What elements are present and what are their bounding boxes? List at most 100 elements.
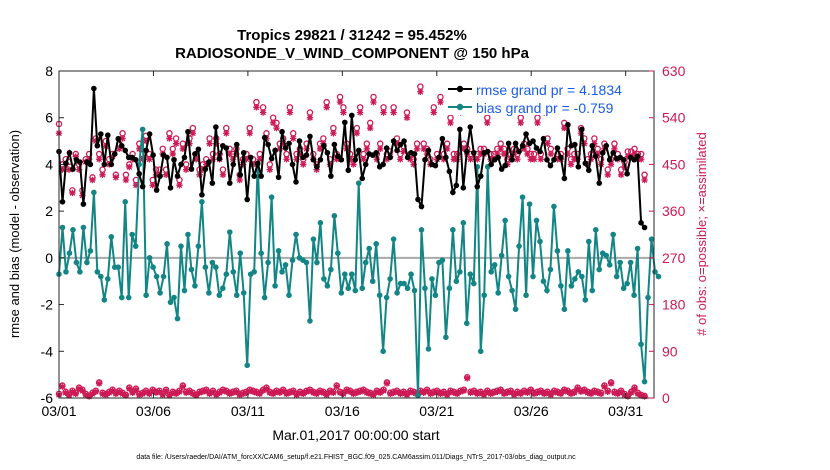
legend: rmse grand pr = 4.1834 bias grand pr = -… bbox=[446, 80, 646, 116]
bias-point bbox=[369, 278, 376, 285]
bias-point bbox=[98, 273, 104, 280]
obs-assimilated-glyph bbox=[443, 145, 451, 153]
rmse-point bbox=[603, 142, 610, 149]
obs-assimilated-glyph bbox=[283, 156, 290, 163]
obs-assimilated-glyph bbox=[601, 383, 608, 390]
obs-assimilated-marker bbox=[146, 390, 153, 398]
legend-bias-label: bias grand pr = -0.759 bbox=[476, 100, 614, 116]
bias-point bbox=[293, 231, 299, 238]
obs-assimilated-glyph bbox=[631, 385, 638, 392]
obs-assimilated-marker bbox=[363, 389, 371, 397]
obs-assimilated-marker bbox=[413, 145, 421, 153]
obs-assimilated-marker bbox=[484, 388, 491, 395]
obs-assimilated-glyph bbox=[594, 150, 601, 158]
obs-assimilated-glyph bbox=[497, 145, 504, 153]
obs-assimilated-glyph bbox=[132, 386, 140, 393]
rmse-point bbox=[157, 173, 163, 179]
rmse-point bbox=[498, 166, 505, 172]
obs-assimilated-marker bbox=[627, 389, 635, 397]
obs-assimilated-marker bbox=[467, 389, 474, 397]
obs-assimilated-glyph bbox=[380, 109, 387, 116]
obs-assimilated-marker bbox=[296, 150, 304, 158]
obs-assimilated-marker bbox=[621, 391, 628, 399]
obs-assimilated-marker bbox=[567, 390, 575, 398]
obs-assimilated-glyph bbox=[397, 156, 404, 163]
obs-assimilated-marker bbox=[326, 388, 334, 395]
bias-point bbox=[362, 259, 369, 266]
obs-assimilated-marker bbox=[584, 389, 591, 397]
obs-assimilated-marker bbox=[356, 109, 364, 116]
obs-assimilated-marker bbox=[343, 387, 350, 394]
chart-title-line1: Tropics 29821 / 31242 = 95.452% bbox=[237, 27, 467, 44]
rmse-point bbox=[174, 173, 181, 179]
rmse-point bbox=[540, 135, 547, 142]
obs-assimilated-marker bbox=[604, 388, 611, 395]
obs-assimilated-marker bbox=[624, 393, 632, 400]
obs-assimilated-marker bbox=[313, 166, 320, 173]
obs-assimilated-glyph bbox=[350, 161, 357, 168]
obs-assimilated-glyph bbox=[249, 161, 257, 168]
bias-point bbox=[634, 245, 641, 252]
obs-assimilated-marker bbox=[510, 391, 518, 399]
bias-point bbox=[178, 243, 184, 249]
obs-assimilated-glyph bbox=[447, 388, 454, 395]
obs-assimilated-marker bbox=[581, 387, 588, 394]
obs-assimilated-marker bbox=[296, 389, 304, 397]
rmse-point bbox=[411, 151, 418, 157]
bias-point bbox=[310, 236, 317, 242]
obs-assimilated-marker bbox=[283, 390, 290, 398]
bias-point bbox=[432, 292, 439, 299]
rmse-point bbox=[237, 172, 244, 178]
obs-assimilated-marker bbox=[172, 390, 180, 398]
obs-assimilated-glyph bbox=[293, 391, 300, 399]
obs-assimilated-marker bbox=[330, 130, 337, 137]
y-tick-label-left: -4 bbox=[41, 343, 54, 359]
bias-point bbox=[383, 294, 390, 301]
obs-assimilated-marker bbox=[547, 391, 555, 399]
obs-assimilated-glyph bbox=[256, 156, 263, 163]
obs-assimilated-marker bbox=[92, 388, 100, 395]
obs-assimilated-marker bbox=[219, 171, 227, 179]
rmse-point bbox=[206, 159, 212, 165]
rmse-point bbox=[425, 147, 432, 154]
obs-assimilated-marker bbox=[142, 388, 150, 395]
bias-point bbox=[195, 243, 202, 249]
obs-assimilated-marker bbox=[467, 156, 474, 163]
obs-assimilated-marker bbox=[607, 380, 615, 387]
rmse-point bbox=[620, 156, 627, 163]
obs-assimilated-glyph bbox=[75, 166, 83, 173]
obs-assimilated-glyph bbox=[333, 383, 340, 390]
obs-assimilated-marker bbox=[400, 389, 407, 397]
obs-assimilated-glyph bbox=[266, 166, 273, 173]
obs-assimilated-glyph bbox=[641, 176, 648, 184]
bias-point bbox=[617, 259, 623, 266]
bias-point bbox=[446, 285, 453, 292]
obs-assimilated-marker bbox=[189, 390, 197, 398]
obs-assimilated-marker bbox=[547, 150, 555, 158]
obs-assimilated-marker bbox=[246, 387, 253, 394]
obs-assimilated-marker bbox=[109, 387, 116, 394]
obs-assimilated-glyph bbox=[85, 393, 93, 400]
rmse-point bbox=[143, 147, 149, 154]
bias-point bbox=[655, 273, 662, 280]
obs-assimilated-glyph bbox=[219, 387, 227, 394]
obs-assimilated-marker bbox=[269, 119, 277, 127]
bias-point bbox=[589, 287, 596, 294]
obs-assimilated-glyph bbox=[306, 387, 314, 394]
obs-assimilated-marker bbox=[380, 109, 387, 116]
legend-box bbox=[446, 80, 646, 115]
obs-assimilated-glyph bbox=[102, 391, 110, 399]
obs-assimilated-glyph bbox=[517, 390, 524, 398]
obs-assimilated-glyph bbox=[423, 387, 431, 394]
obs-assimilated-glyph bbox=[119, 390, 126, 398]
obs-assimilated-glyph bbox=[149, 387, 156, 394]
rmse-point bbox=[265, 141, 271, 148]
rmse-point bbox=[450, 189, 456, 196]
obs-assimilated-glyph bbox=[69, 388, 76, 395]
obs-assimilated-glyph bbox=[430, 109, 437, 116]
obs-assimilated-marker bbox=[564, 150, 571, 158]
obs-assimilated-marker bbox=[166, 392, 173, 399]
obs-assimilated-marker bbox=[340, 390, 347, 398]
y-tick-label-right: 270 bbox=[662, 250, 686, 266]
obs-assimilated-glyph bbox=[540, 390, 548, 398]
